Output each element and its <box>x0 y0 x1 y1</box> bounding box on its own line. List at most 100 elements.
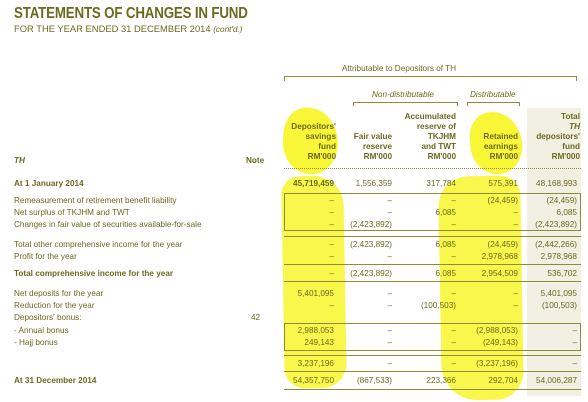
cell: 45,719,459 <box>293 179 334 188</box>
cell: 54,357,750 <box>293 376 334 385</box>
cell: 48,168,993 <box>536 179 577 188</box>
rule-before-total-ci <box>284 264 581 265</box>
cell: (100,503) <box>541 301 577 310</box>
col-header-depositors-savings-fund: Depositors' savings fund RM'000 <box>291 122 336 161</box>
cell: – <box>572 359 577 368</box>
cell: – <box>513 301 518 310</box>
header-bottom-rule <box>284 168 581 169</box>
row-label: Changes in fair value of securities avai… <box>14 220 202 229</box>
cell: – <box>329 301 334 310</box>
cell: 317,784 <box>426 179 456 188</box>
cell: (2,423,892) <box>535 220 577 229</box>
cell: (867,533) <box>356 376 392 385</box>
cell: – <box>572 338 577 347</box>
cell: – <box>451 289 456 298</box>
cell: 6,085 <box>435 269 457 278</box>
non-distributable-rule <box>353 102 457 103</box>
cell: 536,702 <box>547 269 577 278</box>
non-distributable-rule-right-tick <box>457 102 458 106</box>
cell: – <box>572 326 577 335</box>
cell: 292,704 <box>488 376 518 385</box>
cell: – <box>387 359 392 368</box>
cell: – <box>329 208 334 217</box>
oci-box <box>284 193 581 231</box>
row-label: - Annual bonus <box>14 326 69 335</box>
cell: (2,423,892) <box>350 269 392 278</box>
cell: – <box>387 326 392 335</box>
non-distributable-rule-left-tick <box>353 102 354 106</box>
cell: – <box>329 269 334 278</box>
cell: – <box>387 252 392 261</box>
cell: – <box>451 220 456 229</box>
cell: – <box>387 338 392 347</box>
cell: 54,006,287 <box>536 376 577 385</box>
cell: 5,401,095 <box>540 289 577 298</box>
cell: – <box>329 220 334 229</box>
cell: – <box>513 289 518 298</box>
distributable-rule-left-tick <box>467 102 468 106</box>
rule-after-closing <box>284 389 581 390</box>
cell: – <box>513 220 518 229</box>
row-header-label: TH <box>14 156 25 165</box>
distributable-rule-right-tick <box>519 102 520 106</box>
cell: 2,978,968 <box>540 252 577 261</box>
cell: (100,503) <box>420 301 456 310</box>
cell: 6,085 <box>435 240 457 249</box>
cell: 2,954,509 <box>481 269 518 278</box>
row-label: Net surplus of TKJHM and TWT <box>14 208 130 217</box>
cell: (24,459) <box>546 196 578 205</box>
distributable-header: Distributable <box>470 90 516 99</box>
cell: 5,401,095 <box>297 289 334 298</box>
cell: – <box>329 240 334 249</box>
cell: – <box>451 326 456 335</box>
cell: 249,143 <box>304 338 334 347</box>
page-subtitle: FOR THE YEAR ENDED 31 DECEMBER 2014 (con… <box>14 23 243 34</box>
row-label: Reduction for the year <box>14 301 95 310</box>
cell: 2,988,053 <box>297 326 334 335</box>
cell: (24,459) <box>487 196 519 205</box>
row-label: - Hajj bonus <box>14 338 58 347</box>
rule-before-closing <box>284 371 581 372</box>
rule-after-total-ci <box>284 281 581 282</box>
row-label: Profit for the year <box>14 252 77 261</box>
row-label: Depositors' bonus: <box>14 313 82 322</box>
attributable-header: Attributable to Depositors of TH <box>342 64 457 73</box>
col-header-total-depositors-fund: Total TH depositors' fund RM'000 <box>536 112 580 161</box>
cell: 223,366 <box>426 376 456 385</box>
cell: – <box>451 359 456 368</box>
bonus-box <box>284 323 581 351</box>
cell: 2,978,968 <box>481 252 518 261</box>
cell: (249,143) <box>482 338 518 347</box>
row-label: Net deposits for the year <box>14 289 104 298</box>
total-column-shading <box>527 108 581 396</box>
cell: – <box>329 196 334 205</box>
cell: (3,237,196) <box>476 359 518 368</box>
cell: – <box>329 252 334 261</box>
attributable-rule-left-tick <box>284 76 285 81</box>
page-title: STATEMENTS OF CHANGES IN FUND <box>14 5 248 22</box>
cell: 575,391 <box>488 179 518 188</box>
row-label: Total comprehensive income for the year <box>14 269 174 278</box>
cell: – <box>513 208 518 217</box>
cell: (2,988,053) <box>476 326 518 335</box>
cell: – <box>451 252 456 261</box>
cell: – <box>387 289 392 298</box>
row-label: Total other comprehensive income for the… <box>14 240 183 249</box>
row-note: 42 <box>251 313 261 322</box>
cell: – <box>451 196 456 205</box>
note-column-header: Note <box>246 156 265 165</box>
attributable-rule-right-tick <box>576 76 577 81</box>
rule-after-oci <box>284 236 581 237</box>
row-label: At 1 January 2014 <box>14 179 84 188</box>
distributable-rule <box>467 102 519 103</box>
cell: (24,459) <box>487 240 519 249</box>
col-header-retained-earnings: Retained earnings RM'000 <box>483 132 518 161</box>
cell: – <box>387 301 392 310</box>
row-label: At 31 December 2014 <box>14 376 97 385</box>
cell: (2,423,892) <box>350 240 392 249</box>
cell: 6,085 <box>435 208 457 217</box>
cell: (2,442,266) <box>535 240 577 249</box>
attributable-rule <box>284 76 576 77</box>
rule-before-subtotal <box>284 355 581 356</box>
cell: – <box>387 208 392 217</box>
